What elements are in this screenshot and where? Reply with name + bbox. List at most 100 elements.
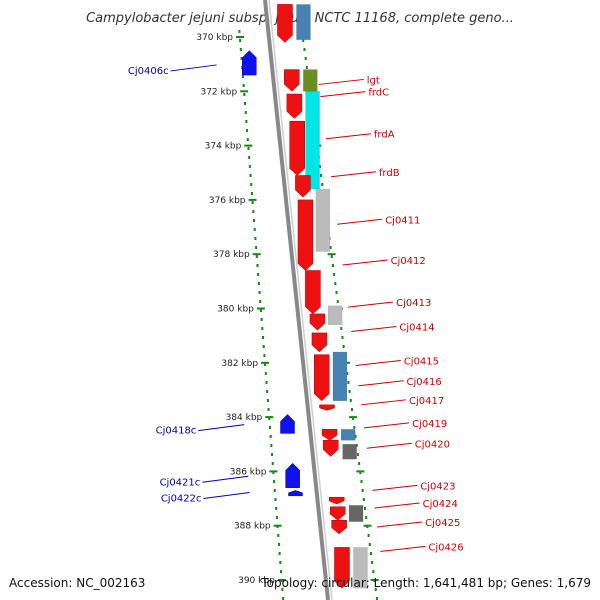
- ruler-dot-left: [256, 264, 259, 267]
- ruler-dot-left: [246, 138, 249, 141]
- forward-label-leader: [325, 133, 371, 140]
- reverse-label-leader: [202, 475, 249, 483]
- ruler-dot-left: [243, 93, 246, 96]
- forward-label-leader: [348, 301, 394, 308]
- ruler-dot-left: [255, 246, 258, 249]
- genome-backbone: [263, 0, 333, 600]
- ruler-dot-right: [350, 408, 353, 411]
- ruler-dot-right: [329, 246, 332, 249]
- ruler-dot-left: [281, 588, 284, 591]
- ruler-dot-left: [253, 219, 256, 222]
- ruler-dot-left: [277, 543, 280, 546]
- reverse-gene-label: Cj0406c: [128, 66, 169, 77]
- ruler-dot-left: [277, 534, 280, 537]
- ruler-dot-right: [318, 165, 321, 168]
- ruler-dot-right: [346, 372, 349, 375]
- cog-block: [342, 444, 357, 460]
- forward-gene-arrow: [277, 4, 293, 43]
- ruler-dot-left: [240, 57, 243, 60]
- forward-gene-label: Cj0420: [415, 439, 450, 450]
- ruler-dot-left: [241, 75, 244, 78]
- ruler-dot-left: [271, 453, 274, 456]
- forward-label-leader: [374, 502, 420, 509]
- backbone-shadow: [268, 0, 333, 600]
- forward-gene-label: Cj0423: [420, 481, 455, 492]
- ruler-dot-right: [359, 471, 362, 474]
- ruler-dot-right: [369, 552, 372, 555]
- ruler-dot-left: [257, 282, 260, 285]
- forward-gene-arrow: [311, 332, 328, 353]
- reverse-gene-arrow: [242, 50, 257, 76]
- ruler-dot-left: [275, 516, 278, 519]
- ruler-dot-right: [331, 264, 334, 267]
- reverse-gene-label: Cj0422c: [161, 494, 202, 505]
- ruler-dot-right: [305, 66, 308, 69]
- ruler-dot-left: [271, 462, 274, 465]
- ruler-dot-left: [254, 237, 257, 240]
- kbp-tick-label: 384 kbp: [226, 413, 263, 423]
- ruler-dot-left: [261, 327, 264, 330]
- ruler-dot-right: [334, 282, 337, 285]
- ruler-dot-left: [278, 552, 281, 555]
- ruler-dot-left: [250, 183, 253, 186]
- forward-gene-label: Cj0415: [404, 356, 439, 367]
- cog-category-track: [296, 4, 368, 589]
- ruler-dot-left: [249, 174, 252, 177]
- ruler-dot-right: [330, 255, 333, 258]
- ruler-dot-right: [355, 444, 358, 447]
- genome-summary-text: Topology: circular; Length: 1,641,481 bp…: [260, 576, 591, 590]
- forward-gene-label: Cj0417: [409, 396, 444, 407]
- kbp-tick-label: 374 kbp: [205, 142, 242, 152]
- ruler-dot-right: [372, 570, 375, 573]
- forward-gene-arrow: [331, 520, 347, 535]
- cog-block: [332, 351, 348, 402]
- forward-label-leader: [337, 218, 383, 225]
- cog-block: [303, 69, 318, 92]
- forward-label-leader: [342, 259, 388, 266]
- ruler-dot-right: [364, 507, 367, 510]
- ruler-dot-right: [353, 426, 356, 429]
- kbp-tick-label: 372 kbp: [200, 87, 237, 97]
- ruler-dot-left: [270, 444, 273, 447]
- kbp-tick-label: 386 kbp: [230, 467, 267, 477]
- ruler-dot-left: [273, 480, 276, 483]
- ruler-dot-right: [349, 399, 352, 402]
- ruler-dot-right: [348, 390, 351, 393]
- forward-gene-arrow: [329, 506, 346, 521]
- ruler-dot-right: [342, 345, 345, 348]
- reverse-gene-arrow: [280, 414, 295, 434]
- forward-label-leader: [380, 545, 426, 552]
- forward-label-leader: [320, 91, 366, 98]
- forward-gene-arrow: [286, 93, 303, 119]
- ruler-dot-left: [259, 309, 262, 312]
- ruler-dot-right: [302, 39, 305, 42]
- gene-track: [242, 4, 350, 589]
- ruler-dot-left: [275, 507, 278, 510]
- ruler-dot-right: [358, 462, 361, 465]
- ruler-dot-left: [280, 570, 283, 573]
- ruler-dot-left: [263, 354, 266, 357]
- forward-label-leader: [355, 359, 401, 366]
- kbp-tick-label: 388 kbp: [234, 522, 271, 532]
- ruler-dot-left: [252, 210, 255, 213]
- accession-text: Accession: NC_002163: [9, 576, 145, 590]
- forward-label-leader: [330, 171, 376, 178]
- ruler-dot-right: [336, 300, 339, 303]
- forward-gene-arrow: [313, 354, 330, 402]
- ruler-dot-left: [239, 39, 242, 42]
- forward-gene-label: frdB: [379, 168, 400, 179]
- gene-labels: lgt frdC frdA frdB Cj0411 Cj0412 Cj0413 Cj0414 C…: [128, 64, 464, 553]
- ruler-dot-right: [371, 561, 374, 564]
- ruler-dot-right: [341, 336, 344, 339]
- forward-gene-arrow: [334, 547, 350, 589]
- forward-gene-label: Cj0416: [407, 377, 442, 388]
- forward-gene-arrow: [297, 199, 314, 271]
- forward-gene-label: frdA: [374, 130, 395, 141]
- ruler-dot-left: [255, 255, 258, 258]
- ruler-dot-left: [262, 345, 265, 348]
- forward-gene-label: Cj0419: [412, 419, 447, 430]
- kbp-tick-label: 382 kbp: [221, 359, 258, 369]
- forward-label-leader: [360, 399, 407, 406]
- ruler-dot-left: [248, 165, 251, 168]
- ruler-dot-right: [374, 588, 377, 591]
